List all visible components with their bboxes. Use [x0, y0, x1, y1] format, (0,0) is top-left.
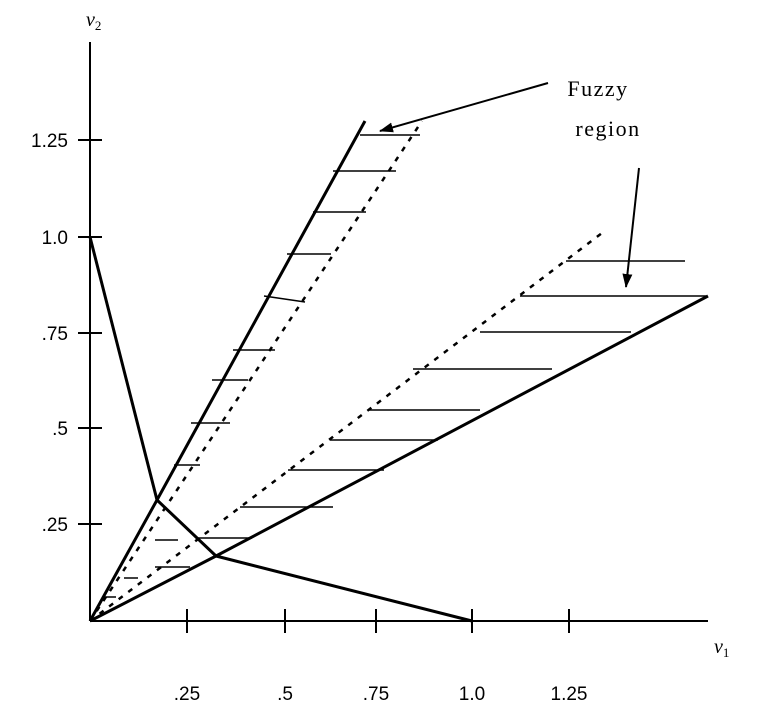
- y-axis-label-subscript: 2: [95, 18, 102, 33]
- annotation-arrow-lower: [622, 167, 640, 288]
- y-tick-label: .5: [52, 419, 68, 440]
- x-axis-label-main: v: [714, 636, 723, 658]
- x-tick-label: .25: [174, 684, 200, 705]
- fuzzy-region-label-line2: region: [575, 116, 640, 141]
- dotted-boundaries: [88, 120, 603, 622]
- lower-dotted-boundary: [89, 232, 603, 622]
- y-axis-label: v2: [86, 9, 101, 33]
- x-tick-label: .75: [363, 684, 389, 705]
- y-tick-label: .25: [42, 515, 68, 536]
- fuzzy-region-label-line1: Fuzzy: [567, 76, 628, 101]
- left-decision-line: [88, 236, 218, 558]
- right-decision-line: [215, 554, 473, 623]
- y-tick-label: .75: [42, 324, 68, 345]
- hatch-line: [263, 295, 306, 303]
- lower-solid-boundary: [89, 294, 709, 623]
- upper-solid-boundary: [88, 120, 367, 622]
- upper-region-hatching: [102, 134, 420, 598]
- x-tick-label: 1.25: [551, 684, 588, 705]
- y-axis-label-main: v: [86, 9, 95, 31]
- y-tick-label: 1.25: [31, 131, 68, 152]
- boundary-lines: [88, 120, 709, 623]
- y-tick-label: 1.0: [42, 228, 68, 249]
- x-axis-label-subscript: 1: [723, 645, 730, 660]
- lower-region-hatching: [155, 260, 706, 568]
- x-tick-label: 1.0: [459, 684, 485, 705]
- annotation-arrow-upper: [379, 82, 549, 133]
- x-tick-marks: [186, 609, 570, 633]
- x-tick-label: .5: [277, 684, 293, 705]
- upper-dotted-boundary: [88, 120, 424, 622]
- x-axis-label: v1: [714, 636, 729, 660]
